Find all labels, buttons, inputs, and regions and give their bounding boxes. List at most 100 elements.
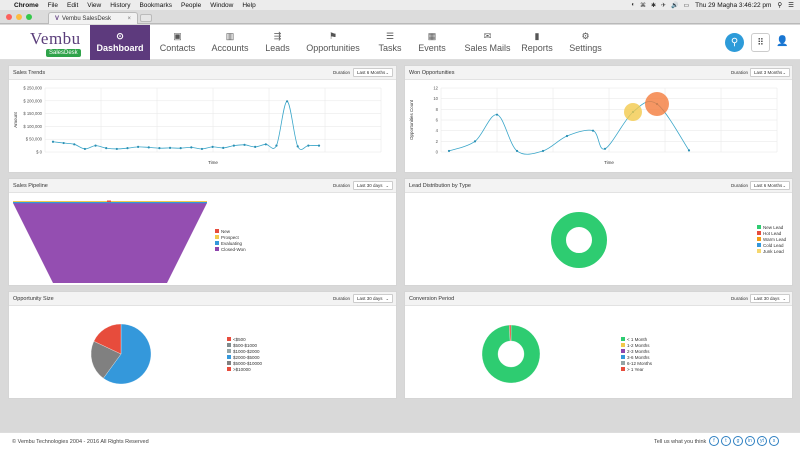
social-f-icon[interactable]: f bbox=[709, 436, 719, 446]
tray-icon-3[interactable]: ✈ bbox=[660, 2, 666, 9]
legend-item[interactable]: < 1 Month bbox=[621, 336, 652, 342]
social-t-icon[interactable]: t bbox=[721, 436, 731, 446]
clock: Thu 29 Magha 3:46:22 pm bbox=[695, 1, 772, 9]
legend-item[interactable]: $500-$1000 bbox=[227, 342, 262, 348]
mac-menu-chrome[interactable]: Chrome bbox=[14, 1, 39, 9]
data-point bbox=[158, 147, 161, 150]
social-in-icon[interactable]: in bbox=[745, 436, 755, 446]
nav-label: Tasks bbox=[378, 43, 402, 53]
search-icon[interactable]: ⚲ bbox=[777, 2, 783, 9]
tray-icon-5[interactable]: ▭ bbox=[683, 2, 690, 9]
legend-item[interactable]: >$10000 bbox=[227, 366, 262, 372]
data-point bbox=[495, 113, 499, 116]
nav-events[interactable]: ▦ Events bbox=[412, 25, 452, 60]
mac-menu-edit[interactable]: Edit bbox=[67, 1, 79, 9]
legend-label: Junk Lead bbox=[763, 248, 784, 254]
panel-title: Won Opportunities bbox=[409, 70, 455, 76]
legend-item[interactable]: 6-12 Months bbox=[621, 360, 652, 366]
new-tab-button[interactable] bbox=[140, 14, 152, 22]
y-tick-label: 4 bbox=[436, 128, 439, 133]
user-menu-button[interactable]: 👤 bbox=[776, 36, 788, 47]
mac-menu-view[interactable]: View bbox=[87, 1, 102, 9]
nav-tasks[interactable]: ☰ Tasks bbox=[370, 25, 410, 60]
legend-swatch bbox=[215, 247, 219, 251]
legend-item[interactable]: Warm Lead bbox=[757, 236, 786, 242]
legend-item[interactable]: $5000-$10000 bbox=[227, 360, 262, 366]
duration-value: Last 30 days bbox=[357, 183, 383, 188]
nav-contacts[interactable]: ▣ Contacts bbox=[155, 25, 200, 60]
nav-reports[interactable]: ▮ Reports bbox=[517, 25, 557, 60]
sales-pipeline-chart bbox=[13, 200, 207, 283]
tab-close-icon[interactable]: × bbox=[127, 15, 131, 22]
legend-item[interactable]: Junk Lead bbox=[757, 248, 786, 254]
mac-menu-people[interactable]: People bbox=[180, 1, 202, 9]
y-tick-label: $ 150,000 bbox=[23, 111, 42, 116]
legend-item[interactable]: > 1 Year bbox=[621, 366, 652, 372]
feedback-link[interactable]: Tell us what you think bbox=[654, 439, 707, 445]
nav-opportunities[interactable]: ⚑ Opportunities bbox=[303, 25, 363, 60]
legend-item[interactable]: 3-6 Months bbox=[621, 354, 652, 360]
nav-accounts[interactable]: ▥ Accounts bbox=[205, 25, 255, 60]
duration-select[interactable]: Last 30 days ⌄ bbox=[353, 181, 393, 190]
logo-name: Vembu bbox=[30, 29, 81, 48]
y-tick-label: 12 bbox=[433, 86, 438, 91]
social-g-icon[interactable]: g bbox=[733, 436, 743, 446]
data-point bbox=[94, 144, 97, 147]
tray-icon-2[interactable]: ✱ bbox=[650, 2, 656, 9]
duration-select[interactable]: Last 6 Months ⌄ bbox=[750, 181, 790, 190]
legend-item[interactable]: $1000-$2000 bbox=[227, 348, 262, 354]
y-tick-label: $ 0 bbox=[36, 150, 42, 155]
legend-item[interactable]: Closed-Won bbox=[215, 246, 246, 252]
legend-item[interactable]: New Lead bbox=[757, 224, 786, 230]
nav-sales-mails[interactable]: ✉ Sales Mails bbox=[455, 25, 520, 60]
reports-icon: ▮ bbox=[534, 31, 540, 41]
x-axis-label: Time bbox=[208, 160, 218, 165]
nav-settings[interactable]: ⚙ Settings bbox=[563, 25, 608, 60]
apps-grid-button[interactable]: ⠿ bbox=[751, 33, 770, 52]
duration-label: Duration bbox=[731, 70, 749, 75]
tray-icon-4[interactable]: 🔊 bbox=[671, 2, 679, 9]
nav-leads[interactable]: ⇶ Leads bbox=[260, 25, 295, 60]
mac-menu-help[interactable]: Help bbox=[242, 1, 256, 9]
social-s-icon[interactable]: s bbox=[769, 436, 779, 446]
social-yt-icon[interactable]: yt bbox=[757, 436, 767, 446]
legend-item[interactable]: Evaluating bbox=[215, 240, 246, 246]
legend-label: 1-2 Months bbox=[627, 342, 650, 348]
duration-select[interactable]: Last 6 Months ⌄ bbox=[353, 68, 393, 77]
legend-item[interactable]: Cold Lead bbox=[757, 242, 786, 248]
minimize-window-button[interactable] bbox=[16, 14, 22, 20]
tray-icon-1[interactable]: ⌘ bbox=[639, 2, 646, 9]
mac-menu-bookmarks[interactable]: Bookmarks bbox=[139, 1, 172, 9]
duration-select[interactable]: Last 30 days ⌄ bbox=[750, 294, 790, 303]
bubble-point bbox=[645, 92, 669, 116]
zoom-window-button[interactable] bbox=[26, 14, 32, 20]
data-point bbox=[565, 134, 569, 138]
data-point bbox=[296, 145, 299, 148]
legend-item[interactable]: $2000-$5000 bbox=[227, 354, 262, 360]
legend-item[interactable]: 1-2 Months bbox=[621, 342, 652, 348]
search-button[interactable]: ⚲ bbox=[725, 33, 744, 52]
vembu-logo[interactable]: Vembu SalesDesk bbox=[30, 29, 90, 57]
data-point bbox=[126, 147, 129, 150]
mac-menu-history[interactable]: History bbox=[110, 1, 131, 9]
legend-item[interactable]: <$500 bbox=[227, 336, 262, 342]
legend-item[interactable]: Hot Lead bbox=[757, 230, 786, 236]
duration-select[interactable]: Last 3 Months ⌄ bbox=[750, 68, 790, 77]
mac-menu-window[interactable]: Window bbox=[210, 1, 234, 9]
funnel-closed-won bbox=[13, 203, 207, 283]
legend-item[interactable]: 2-3 Months bbox=[621, 348, 652, 354]
nav-dashboard[interactable]: ⊙ Dashboard bbox=[90, 25, 150, 60]
browser-tab[interactable]: V Vembu SalesDesk × bbox=[48, 12, 138, 24]
data-point bbox=[317, 144, 321, 147]
tray-icon-0[interactable]: ◐ bbox=[631, 1, 635, 8]
mac-menu-file[interactable]: File bbox=[47, 1, 59, 9]
nav-label: Dashboard bbox=[96, 43, 144, 53]
panel-title: Sales Pipeline bbox=[13, 183, 48, 189]
close-window-button[interactable] bbox=[6, 14, 12, 20]
nav-label: Events bbox=[418, 43, 446, 53]
legend-item[interactable]: New bbox=[215, 228, 246, 234]
menu-list-icon[interactable]: ☰ bbox=[788, 2, 794, 9]
legend-swatch bbox=[215, 241, 219, 245]
legend-item[interactable]: Prospect bbox=[215, 234, 246, 240]
duration-select[interactable]: Last 30 days ⌄ bbox=[353, 294, 393, 303]
